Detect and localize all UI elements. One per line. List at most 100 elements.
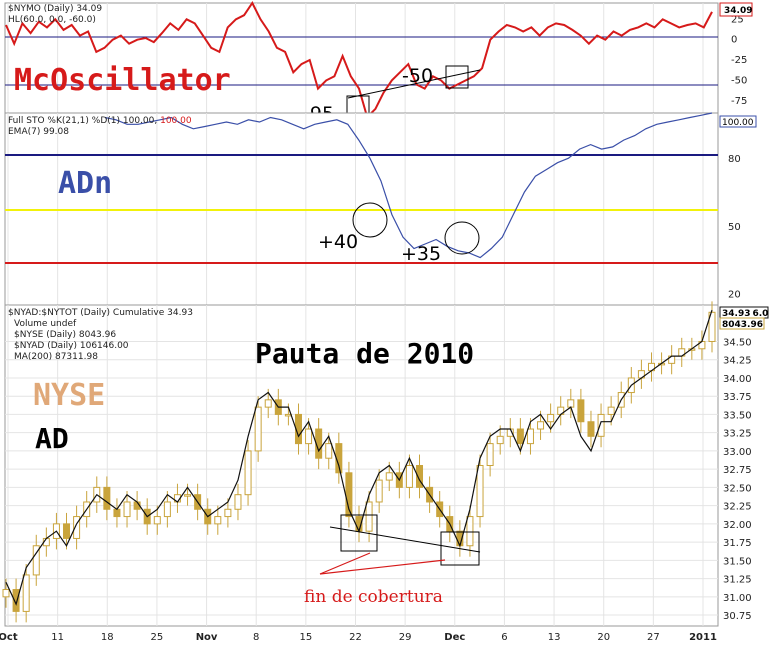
panel-mcoscillator: 25 0 -25 -50 -75 $NYMO (Daily) 34.09 HL(60.0…: [4, 1, 753, 125]
nyse-candle: [416, 465, 424, 488]
nyad-cumulative-line: [5, 309, 713, 606]
panel3-last-value-1: 34.93 6.0: [722, 309, 768, 319]
nyse-candle: [607, 406, 615, 415]
panel3-y-tick: 31.75: [723, 538, 752, 549]
nyse-candle: [577, 399, 585, 423]
red-pointer-2: [319, 559, 446, 575]
nyse-candle: [547, 413, 555, 423]
x-tick-label: 11: [51, 632, 64, 643]
nyse-candle: [22, 574, 30, 612]
panel3-legend-1: $NYAD:$NYTOT (Daily) Cumulative 34.93: [8, 308, 193, 318]
chart-title: Pauta de 2010: [255, 337, 474, 370]
nyse-candle: [184, 494, 192, 497]
panel1-gridlines: [7, 3, 704, 113]
panel3-legend-4: $NYAD (Daily) 106146.00: [14, 341, 129, 351]
panel3-y-tick: 32.75: [723, 465, 752, 476]
nyse-candle: [587, 421, 595, 437]
panel3-y-tick: 32.25: [723, 502, 752, 513]
panel2-y-tick: 20: [728, 290, 741, 301]
red-pointer-1: [319, 552, 371, 575]
x-tick-label: 2011: [689, 632, 717, 643]
panel-adn: 80 50 20 Full STO %K(21,1) %D(1) 100.00, 1…: [4, 112, 757, 306]
x-tick-label: Nov: [196, 632, 218, 643]
nyse-candle: [224, 508, 232, 518]
panel3-legend-3: $NYSE (Daily) 8043.96: [14, 330, 116, 340]
panel2-circle-2: [444, 221, 480, 255]
panel2-legend-2: EMA(7) 99.08: [8, 127, 69, 137]
nyse-candle: [254, 406, 262, 452]
nyse-candle: [567, 399, 575, 408]
x-axis-ticks: Oct 11 18 25 Nov 8 15 22 29 Dec 6 13 20 27 2011: [0, 632, 717, 643]
panel3-y-tick: 33.50: [723, 410, 752, 421]
panel3-y-tick: 33.00: [723, 447, 752, 458]
nyse-candle: [153, 516, 161, 525]
nyse-candle: [466, 516, 474, 547]
x-tick-label: 27: [647, 632, 660, 643]
panel3-box-2: [440, 531, 480, 566]
panel2-y-tick: 80: [728, 154, 741, 165]
nyse-candle: [73, 516, 81, 539]
annotation-plus-40: +40: [318, 231, 358, 253]
x-tick-label: 29: [399, 632, 412, 643]
nyse-candle: [214, 516, 222, 525]
nyse-candle: [375, 479, 383, 503]
panel1-last-value-box: [719, 2, 753, 17]
nyse-candle: [708, 311, 716, 342]
panel3-y-tick: 34.50: [723, 337, 752, 348]
panel3-last-value-box-2: [719, 317, 765, 330]
nyse-candle: [113, 508, 121, 518]
adn-label: ADn: [58, 166, 112, 201]
x-tick-label: 8: [253, 632, 259, 643]
panel2-last-value-box: [719, 115, 757, 128]
panel1-divergence-line: [347, 69, 481, 99]
panel1-last-value: 34.09: [724, 6, 752, 16]
nyse-candle: [234, 494, 242, 510]
nyse-candle: [123, 501, 131, 518]
nyse-candle: [264, 399, 272, 408]
nyse-candle: [163, 501, 171, 518]
nyse-candle: [476, 465, 484, 518]
panel1-legend-1: $NYMO (Daily) 34.09: [8, 4, 102, 14]
panel1-y-tick: -75: [731, 96, 747, 107]
nyse-candle: [597, 413, 605, 437]
panel3-divergence-line: [329, 526, 481, 553]
nyse-candle: [325, 443, 333, 459]
panel3-legend-5: MA(200) 87311.98: [14, 352, 98, 362]
panel3-y-tick: 34.25: [723, 356, 752, 367]
nymo-line: [5, 1, 713, 120]
nyse-candle: [2, 589, 10, 598]
x-tick-label: 13: [548, 632, 561, 643]
nyse-candle: [537, 421, 545, 430]
ad-label: AD: [35, 422, 69, 455]
panel3-y-tick: 32.00: [723, 520, 752, 531]
nyse-candle: [244, 450, 252, 496]
nyse-candle: [103, 486, 111, 510]
panel3-y-tick: 34.00: [723, 374, 752, 385]
nyse-candle: [12, 589, 20, 612]
panel1-y-tick: 25: [731, 14, 744, 25]
full-sto-line: [104, 112, 713, 259]
panel2-last-value: 100.00: [722, 118, 754, 128]
annotation-fin-de-cobertura: fin de cobertura: [304, 587, 443, 607]
panel1-legend-2: HL(60.0, 0.0, -60.0): [8, 15, 96, 25]
x-tick-label: 22: [349, 632, 362, 643]
panel3-y-tick: 32.50: [723, 483, 752, 494]
panel2-y-tick: 50: [728, 222, 741, 233]
panel3-box-1: [340, 514, 378, 552]
panel3-y-ticks: 34.50 34.25 34.00 33.75 33.50 33.25 33.00 32.75…: [723, 337, 752, 622]
panel3-frame: [4, 304, 719, 627]
nyse-candle: [365, 501, 373, 532]
nyse-label: NYSE: [33, 378, 105, 413]
panel1-y-tick: 0: [731, 35, 737, 46]
panel2-circle-1: [352, 202, 388, 238]
x-tick-label: Dec: [444, 632, 465, 643]
nyse-candle: [516, 428, 524, 445]
nyse-candle: [385, 472, 393, 481]
nyse-candle: [486, 443, 494, 467]
annotation-plus-35: +35: [401, 243, 441, 265]
x-tick-label: 18: [101, 632, 114, 643]
panel3-y-tick: 33.25: [723, 429, 752, 440]
x-tick-label: 25: [151, 632, 164, 643]
panel3-last-value-2: 8043.96: [722, 320, 763, 330]
